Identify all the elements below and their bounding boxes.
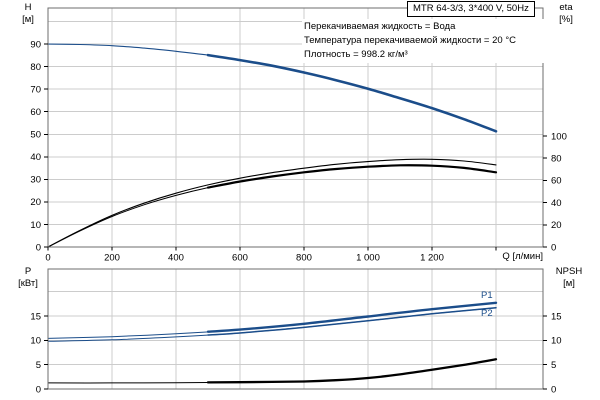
eta-axis-unit: [%] (559, 13, 573, 25)
y-left-tick-label: 0 (36, 384, 41, 395)
eta-axis-label: eta [%] (548, 2, 584, 25)
power-axis-symbol: P (24, 266, 32, 277)
p2-curve-label: P2 (481, 308, 493, 319)
head-axis-unit: [м] (22, 13, 34, 25)
power-axis-unit: [кВт] (18, 277, 38, 289)
x-tick-label: 400 (168, 253, 184, 264)
y-right-tick-label: 80 (551, 154, 562, 165)
p1-curve-label: P1 (481, 290, 493, 301)
head-axis-symbol: H (24, 2, 32, 13)
y-left-tick-label: 90 (30, 39, 41, 50)
y-left-tick-label: 20 (30, 197, 41, 208)
eta-axis-symbol: eta (559, 2, 573, 13)
x-tick-label: 800 (296, 253, 312, 264)
curve-H-bold (206, 53, 498, 133)
y-right-tick-label: 0 (551, 384, 556, 395)
annotation-line: Температура перекачиваемой жидкости = 20… (304, 34, 516, 46)
y-right-tick-label: 0 (551, 242, 556, 253)
x-tick-label: 600 (232, 253, 248, 264)
chart-title-box: MTR 64-3/3, 3*400 V, 50Hz (407, 1, 535, 17)
curve-P2-bold (207, 306, 497, 336)
y-left-tick-label: 60 (30, 107, 41, 118)
y-right-tick-label: 100 (551, 131, 567, 142)
y-left-tick-label: 10 (30, 336, 41, 347)
plot-frame (47, 268, 544, 390)
npsh-axis-unit: [м] (563, 277, 575, 289)
y-left-tick-label: 0 (36, 242, 41, 253)
y-left-tick-label: 70 (30, 84, 41, 95)
curve-P1-bold (206, 301, 498, 333)
x-tick-label: 1 000 (356, 253, 380, 264)
x-tick-label: 1 200 (420, 253, 444, 264)
y-right-tick-label: 10 (551, 336, 562, 347)
y-right-tick-label: 15 (551, 311, 562, 322)
plot-frame (47, 7, 544, 248)
x-tick-label: 200 (104, 253, 120, 264)
y-right-tick-label: 40 (551, 198, 562, 209)
fluid-annotations: Перекачиваемая жидкость = Вода Температу… (302, 19, 544, 64)
npsh-axis-symbol: NPSH (555, 266, 583, 277)
y-left-tick-label: 10 (30, 220, 41, 231)
y-left-tick-label: 5 (36, 360, 41, 371)
curve-P1 (47, 302, 497, 339)
y-right-tick-label: 60 (551, 176, 562, 187)
y-right-tick-label: 20 (551, 220, 562, 231)
curve-NPSH-bold (206, 358, 498, 384)
flow-axis-label: Q [л/мин] (502, 251, 543, 262)
npsh-axis-label: NPSH [м] (546, 266, 592, 289)
head-axis-label: H [м] (10, 2, 46, 25)
curve-eta1-bold (206, 164, 498, 189)
y-right-tick-label: 5 (551, 360, 556, 371)
x-tick-label: 0 (45, 253, 50, 264)
annotation-line: Перекачиваемая жидкость = Вода (304, 21, 456, 32)
annotation-line: Плотность = 998.2 кг/м³ (304, 48, 408, 60)
power-axis-label: P [кВт] (10, 266, 46, 289)
y-left-tick-label: 30 (30, 175, 41, 186)
curve-eta2 (47, 158, 497, 248)
y-left-tick-label: 40 (30, 152, 41, 163)
y-left-tick-label: 80 (30, 62, 41, 73)
y-left-tick-label: 15 (30, 311, 41, 322)
y-left-tick-label: 50 (30, 130, 41, 141)
